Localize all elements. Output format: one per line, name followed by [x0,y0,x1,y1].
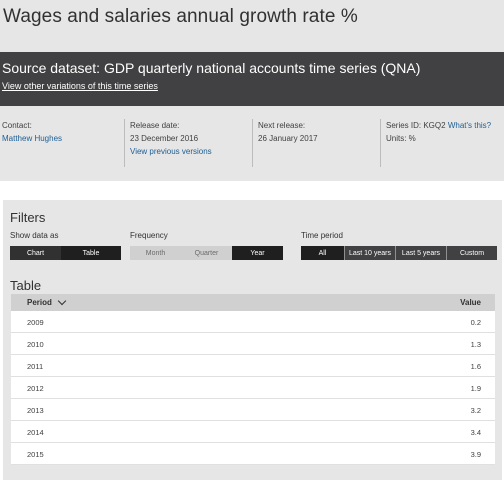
source-dataset-title: Source dataset: GDP quarterly national a… [2,60,421,76]
time-period-custom-button[interactable]: Custom [446,246,497,260]
release-date-value: 23 December 2016 [130,134,199,143]
view-previous-versions-link[interactable]: View previous versions [130,147,212,156]
show-data-as-toggle: Chart Table [10,246,121,260]
table-title: Table [10,278,42,293]
contact-block: Contact: Matthew Hughes [2,119,120,167]
value-cell: 0.2 [470,318,481,327]
value-cell: 3.9 [470,450,481,459]
table-row: 2012 1.9 [11,377,495,399]
chevron-down-icon [57,296,67,305]
show-data-as-label: Show data as [10,231,59,240]
time-period-toggle: All Last 10 years Last 5 years Custom [301,246,497,260]
filters-and-table-panel: Filters Show data as Chart Table Frequen… [3,200,502,480]
next-release-block: Next release: 26 January 2017 [252,119,377,167]
series-id-block: Series ID: KGQ2 What's this? Units: % [380,119,502,167]
table-row: 2013 3.2 [11,399,495,421]
release-date-label: Release date: [130,121,180,130]
period-column-header[interactable]: Period [27,296,67,307]
contact-label: Contact: [2,121,32,130]
period-cell: 2015 [27,450,44,459]
table-body: 2009 0.2 2010 1.3 2011 1.6 2012 1.9 2013 3.2 2014 3… [11,311,495,465]
table-row: 2010 1.3 [11,333,495,355]
time-period-last-10-years-button[interactable]: Last 10 years [344,246,395,260]
source-dataset-bar: Source dataset: GDP quarterly national a… [0,52,504,106]
frequency-quarter-button[interactable]: Quarter [181,246,232,260]
value-cell: 3.2 [470,406,481,415]
time-period-all-button[interactable]: All [301,246,344,260]
period-cell: 2011 [27,362,44,371]
period-cell: 2010 [27,340,44,349]
table-row: 2015 3.9 [11,443,495,465]
data-table: Period Value 2009 0.2 2010 1.3 2011 1.6 2012 1.… [11,294,495,465]
period-cell: 2012 [27,384,44,393]
table-row: 2011 1.6 [11,355,495,377]
chart-view-button[interactable]: Chart [10,246,61,260]
release-date-block: Release date: 23 December 2016 View prev… [124,119,249,167]
frequency-toggle: Month Quarter Year [130,246,283,260]
series-id-label: Series ID: KGQ2 [386,121,446,130]
contact-link[interactable]: Matthew Hughes [2,134,63,143]
next-release-label: Next release: [258,121,306,130]
period-cell: 2014 [27,428,44,437]
table-header: Period Value [11,294,495,311]
period-cell: 2013 [27,406,44,415]
frequency-label: Frequency [130,231,168,240]
frequency-month-button[interactable]: Month [130,246,181,260]
value-cell: 1.6 [470,362,481,371]
view-variations-link[interactable]: View other variations of this time serie… [2,81,158,91]
next-release-value: 26 January 2017 [258,134,318,143]
page-header-area: Wages and salaries annual growth rate % … [0,0,504,181]
period-header-label: Period [27,298,52,307]
units-label: Units: % [386,134,416,143]
table-view-button[interactable]: Table [61,246,121,260]
filters-title: Filters [10,210,46,225]
time-period-label: Time period [301,231,343,240]
frequency-year-button[interactable]: Year [232,246,283,260]
value-column-header: Value [460,298,481,307]
value-cell: 3.4 [470,428,481,437]
whats-this-link[interactable]: What's this? [447,121,492,130]
time-period-last-5-years-button[interactable]: Last 5 years [395,246,446,260]
table-row: 2014 3.4 [11,421,495,443]
value-cell: 1.3 [470,340,481,349]
value-cell: 1.9 [470,384,481,393]
period-cell: 2009 [27,318,44,327]
page-title: Wages and salaries annual growth rate % [3,6,358,27]
series-id-line: Series ID: KGQ2 What's this? [386,119,502,132]
metadata-row: Contact: Matthew Hughes Release date: 23… [0,119,504,171]
table-row: 2009 0.2 [11,311,495,333]
